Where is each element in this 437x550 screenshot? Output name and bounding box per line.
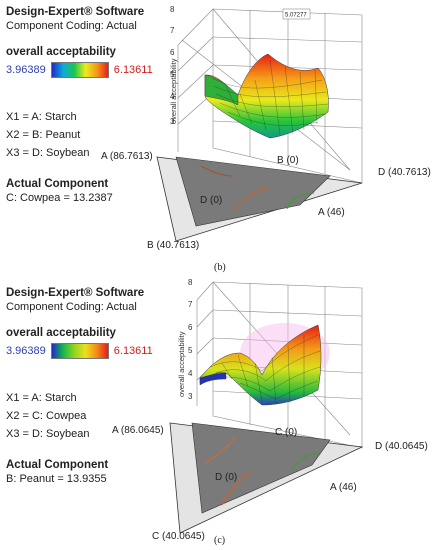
response-name: overall acceptability (6, 46, 116, 58)
actual-component-heading: Actual Component (6, 459, 109, 471)
factor-list: X1 = A: Starch X2 = B: Peanut X3 = D: So… (6, 108, 153, 162)
z-tick-label: 7 (188, 300, 193, 309)
factor-x2: X2 = B: Peanut (6, 129, 81, 141)
actual-component-value: C: Cowpea = 13.2387 (6, 192, 113, 204)
vertex-label-d: D (40.0645) (375, 441, 428, 452)
software-title: Design-Expert® Software (6, 6, 145, 18)
z-tick-label: 7 (170, 26, 175, 35)
factor-list: X1 = A: Starch X2 = C: Cowpea X3 = D: So… (6, 389, 153, 443)
vertex-label-a46: A (46) (318, 207, 345, 218)
response-surface (204, 53, 329, 139)
response-surface (199, 323, 330, 406)
color-legend: 3.96389 6.13611 (6, 62, 153, 78)
svg-text:5.07277: 5.07277 (285, 13, 307, 19)
base-simplex (156, 156, 363, 242)
vertex-labels: A (86.0645) C (0) D (40.0645) D (0) A (4… (112, 425, 428, 542)
actual-component-value: B: Peanut = 13.9355 (6, 473, 107, 485)
z-axis-label: overall acceptability (177, 331, 186, 397)
chart-panel-c: Design-Expert® Software Component Coding… (0, 275, 437, 550)
legend-low-value: 3.96389 (6, 64, 46, 76)
vertex-labels: A (86.7613) B (0) D (40.7613) D (0) A (4… (101, 151, 431, 251)
vertex-label-c: C (40.0645) (152, 531, 205, 542)
component-coding: Component Coding: Actual (6, 20, 137, 32)
surface-plot-c: 8 7 6 5 4 3 overall acceptability (112, 278, 428, 542)
legend-high-value: 6.13611 (113, 64, 153, 76)
vertex-label-a: A (86.7613) (101, 151, 153, 162)
vertex-label-a: A (86.0645) (112, 425, 164, 436)
component-coding: Component Coding: Actual (6, 301, 137, 313)
z-tick-label: 5 (188, 346, 193, 355)
value-flag: 5.07277 (282, 8, 311, 20)
figure-caption-c: (c) (214, 535, 226, 546)
vertex-label-d-zero: D (0) (215, 472, 237, 483)
factor-x3: X3 = D: Soybean (6, 428, 90, 440)
vertex-label-d-zero: D (0) (200, 195, 222, 206)
base-simplex (169, 422, 364, 534)
response-name: overall acceptability (6, 327, 116, 339)
z-axis-label: overall acceptability (169, 58, 178, 124)
z-tick-label: 4 (188, 369, 193, 378)
color-gradient-bar (50, 62, 109, 78)
factor-x3: X3 = D: Soybean (6, 147, 90, 159)
info-block-c: Design-Expert® Software Component Coding… (6, 287, 153, 485)
vertex-label-d: D (40.7613) (378, 167, 431, 178)
vertex-label-a46: A (46) (330, 482, 357, 493)
z-tick-label: 6 (188, 323, 193, 332)
z-tick-label: 3 (188, 392, 193, 401)
factor-x1: X1 = A: Starch (6, 111, 77, 123)
z-tick-label: 3 (170, 117, 175, 126)
color-legend: 3.96389 6.13611 (6, 343, 153, 359)
info-block-b: Design-Expert® Software Component Coding… (6, 6, 153, 204)
z-axis-ticks: 8 7 6 5 4 3 (188, 278, 193, 401)
z-tick-label: 4 (170, 92, 175, 101)
chart-panel-b: Design-Expert® Software Component Coding… (6, 5, 431, 273)
legend-high-value: 6.13611 (113, 345, 153, 357)
figure-caption-b: (b) (214, 262, 226, 273)
vertex-label-b: B (40.7613) (147, 240, 199, 251)
factor-x2: X2 = C: Cowpea (6, 410, 87, 422)
z-axis-ticks: 8 7 6 5 4 3 (170, 5, 175, 126)
z-tick-label: 6 (170, 48, 175, 57)
actual-component-heading: Actual Component (6, 178, 109, 190)
surface-plot-b: 8 7 6 5 4 3 overall acceptability 5.0727… (101, 5, 431, 251)
software-title: Design-Expert® Software (6, 287, 145, 299)
z-tick-label: 8 (188, 278, 193, 287)
z-tick-label: 5 (170, 70, 175, 79)
vertex-label-c-zero: C (0) (275, 427, 297, 438)
legend-low-value: 3.96389 (6, 345, 46, 357)
factor-x1: X1 = A: Starch (6, 392, 77, 404)
z-tick-label: 8 (170, 5, 175, 14)
vertex-label-b-zero: B (0) (277, 155, 299, 166)
color-gradient-bar (50, 343, 109, 359)
